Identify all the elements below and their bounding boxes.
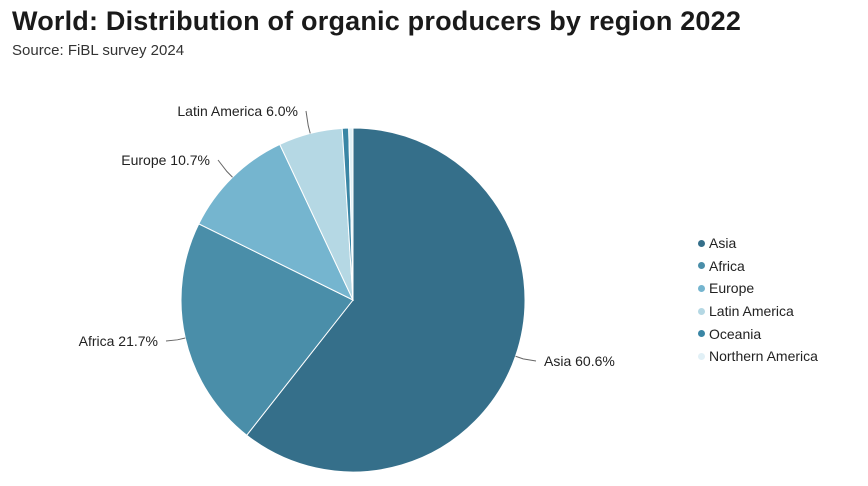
legend-swatch-icon xyxy=(698,262,705,270)
legend-swatch-icon xyxy=(698,352,705,360)
data-label-asia: Asia 60.6% xyxy=(544,353,615,369)
legend-label: Latin America xyxy=(709,303,794,320)
legend-swatch-icon xyxy=(698,284,705,292)
legend-label: Oceania xyxy=(709,325,762,342)
pie-slice-northern-america xyxy=(348,127,354,301)
chart-title: World: Distribution of organic producers… xyxy=(12,6,742,36)
leader-line-europe xyxy=(217,159,233,178)
legend-label: Asia xyxy=(709,235,737,252)
data-label-europe: Europe 10.7% xyxy=(121,152,210,168)
pie-slices xyxy=(180,127,526,473)
legend-item-latin-america: Latin America xyxy=(698,300,818,323)
legend-label: Africa xyxy=(709,257,745,274)
pie-slice-asia xyxy=(246,127,526,473)
pie-slice-europe xyxy=(198,143,355,302)
legend-label: Europe xyxy=(709,280,755,297)
pie-slice-africa xyxy=(180,223,354,436)
leader-lines xyxy=(165,110,537,362)
legend-label: Northern America xyxy=(709,348,818,365)
data-label-latin-america: Latin America 6.0% xyxy=(177,103,298,119)
chart-subtitle: Source: FiBL survey 2024 xyxy=(12,42,185,59)
leader-line-africa xyxy=(165,337,186,342)
legend-item-asia: Asia xyxy=(698,232,818,255)
legend-item-europe: Europe xyxy=(698,277,818,300)
leader-line-asia xyxy=(515,355,537,362)
legend-item-oceania: Oceania xyxy=(698,322,818,345)
legend-item-africa: Africa xyxy=(698,255,818,278)
legend-swatch-icon xyxy=(698,307,705,315)
legend-item-northern-america: Northern America xyxy=(698,345,818,368)
legend-swatch-icon xyxy=(698,330,705,338)
legend-swatch-icon xyxy=(698,239,705,247)
data-label-africa: Africa 21.7% xyxy=(79,333,158,349)
leader-line-latin-america xyxy=(305,110,311,134)
chart-legend: Asia Africa Europe Latin America Oceania Nort… xyxy=(698,232,818,368)
data-labels: Asia 60.6% Africa 21.7% Europe 10.7% Latin … xyxy=(79,103,615,369)
